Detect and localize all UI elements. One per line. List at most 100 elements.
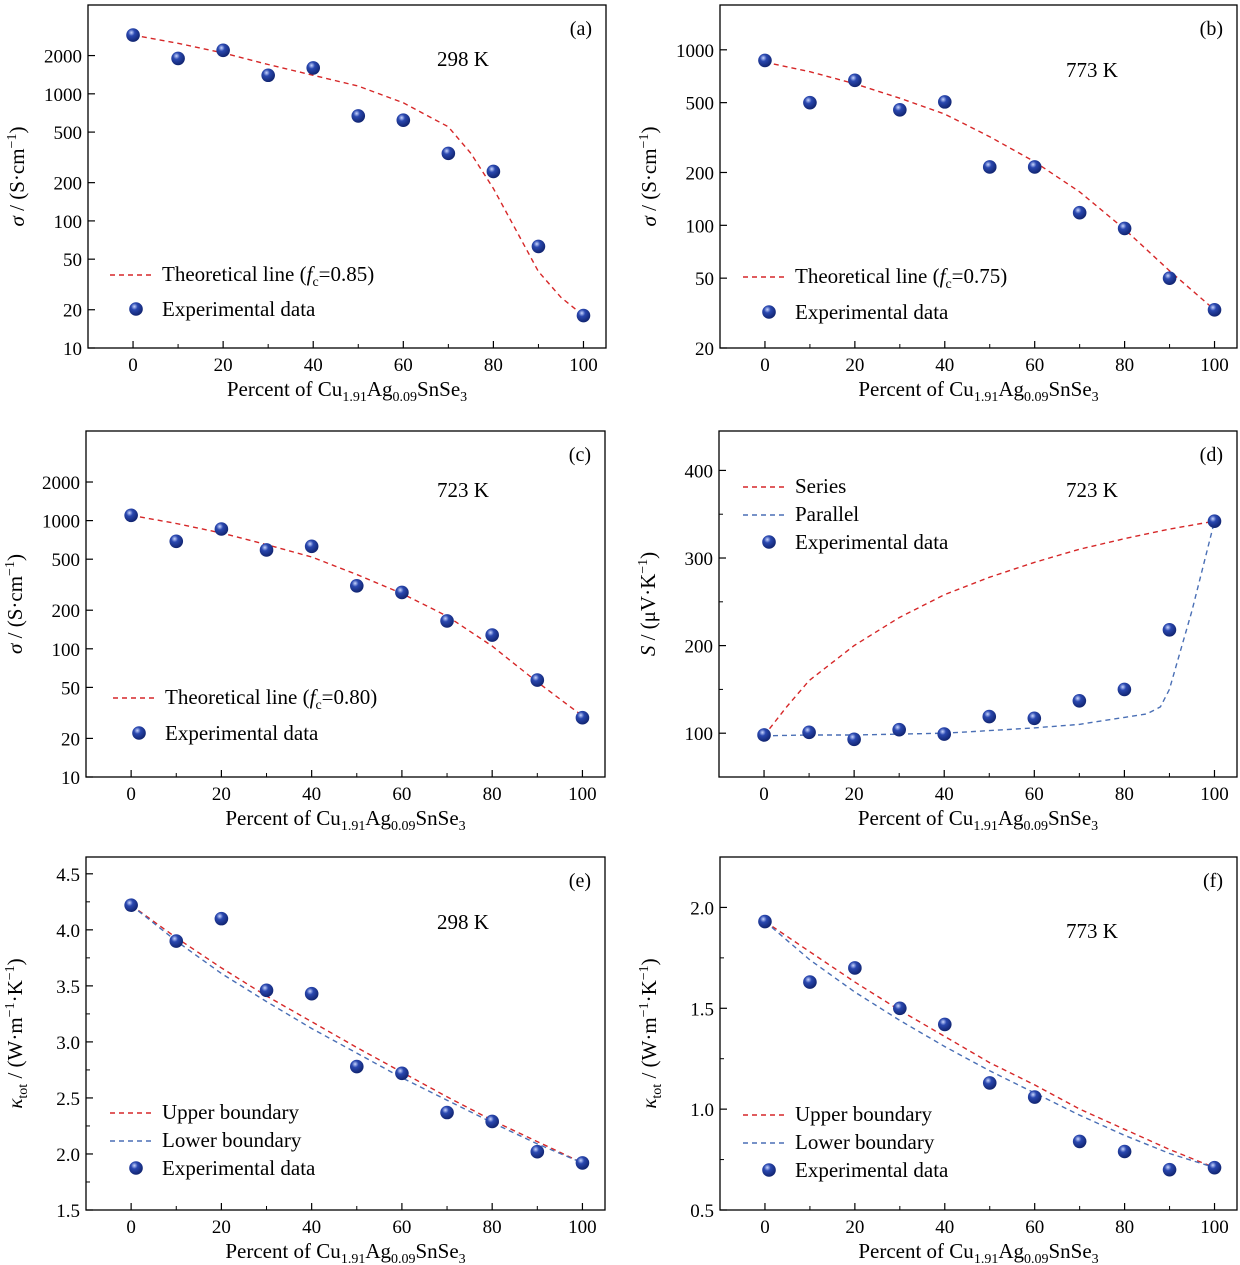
y-tick-label: 200 — [54, 174, 83, 195]
series-line-series — [763, 520, 1215, 737]
x-tick-label: 80 — [1115, 784, 1134, 805]
x-tick-label: 40 — [302, 1217, 321, 1238]
data-point — [757, 728, 771, 742]
data-point — [803, 95, 817, 110]
series-line-lower-boundary — [130, 904, 583, 1164]
x-tick-label: 60 — [392, 784, 411, 805]
data-point — [892, 722, 906, 737]
series-line-theoretical — [132, 34, 584, 317]
x-axis-title: Percent of Cu1.91Ag0.09SnSe3 — [225, 1239, 465, 1265]
y-tick-label: 4.0 — [56, 921, 80, 942]
y-tick-label: 100 — [686, 216, 715, 237]
y-axis-title: S / (μV·K−1) — [636, 552, 660, 656]
x-tick-label: 20 — [845, 355, 864, 376]
temperature-label: 723 K — [1066, 478, 1118, 502]
temperature-label: 298 K — [437, 47, 489, 71]
data-point — [396, 113, 411, 128]
legend-marker-swatch — [762, 1163, 776, 1177]
y-tick-label: 50 — [695, 269, 714, 290]
plot-frame — [719, 856, 1238, 1211]
legend-label: Upper boundary — [795, 1102, 933, 1126]
data-point — [530, 1144, 545, 1159]
y-axis-title: σ / (S·cm−1) — [3, 554, 27, 654]
data-point — [1162, 623, 1177, 637]
y-tick-label: 20 — [695, 339, 714, 360]
data-point — [937, 95, 952, 109]
panel-label: (d) — [1200, 444, 1223, 466]
x-axis-title: Percent of Cu1.91Ag0.09SnSe3 — [858, 1239, 1098, 1265]
series-line-upper-boundary — [130, 904, 583, 1164]
y-tick-label: 1.5 — [690, 999, 714, 1020]
data-point — [351, 109, 366, 123]
data-point — [982, 709, 997, 724]
x-tick-label: 20 — [212, 1217, 231, 1238]
x-tick-label: 0 — [759, 784, 769, 805]
data-point — [216, 43, 230, 58]
y-tick-label: 1000 — [42, 512, 80, 533]
x-tick-label: 100 — [568, 1217, 597, 1238]
panel-label: (e) — [569, 870, 591, 892]
y-tick-label: 1.5 — [56, 1201, 80, 1222]
data-point — [1207, 1160, 1222, 1175]
y-tick-label: 2.5 — [56, 1089, 80, 1110]
y-tick-label: 100 — [685, 724, 714, 745]
y-tick-label: 400 — [685, 461, 714, 482]
x-tick-label: 80 — [483, 784, 502, 805]
x-tick-label: 0 — [126, 1217, 136, 1238]
data-point — [259, 543, 274, 557]
y-tick-label: 2.0 — [690, 898, 714, 919]
data-point — [937, 727, 952, 741]
data-point — [349, 1059, 364, 1074]
data-point — [530, 673, 545, 687]
legend-marker-swatch — [129, 1161, 143, 1175]
x-tick-label: 60 — [1025, 784, 1044, 805]
chart-panel-e: 0 20 40 60 80 100 1.5 2.0 2.5 3.0 3.5 4.0 4.5 Percent… — [3, 856, 606, 1265]
data-point — [1072, 693, 1087, 708]
x-tick-label: 0 — [760, 1217, 770, 1238]
y-tick-label: 3.0 — [56, 1033, 80, 1054]
x-tick-label: 0 — [128, 355, 138, 376]
x-tick-label: 100 — [568, 784, 597, 805]
data-point — [1027, 711, 1042, 726]
legend-label: Experimental data — [165, 721, 319, 745]
x-tick-label: 100 — [1200, 355, 1229, 376]
data-point — [847, 732, 861, 747]
y-tick-label: 10 — [61, 768, 80, 789]
y-tick-label: 1000 — [676, 41, 714, 62]
series-line-theoretical — [764, 61, 1215, 311]
data-point — [306, 61, 321, 75]
legend-label: Lower boundary — [162, 1128, 302, 1152]
x-axis-title: Percent of Cu1.91Ag0.09SnSe3 — [227, 377, 467, 405]
plot-frame — [85, 856, 606, 1211]
x-tick-label: 40 — [302, 784, 321, 805]
data-point — [575, 710, 590, 725]
y-tick-label: 50 — [61, 678, 80, 699]
data-point — [349, 579, 364, 593]
panel-label: (c) — [569, 444, 591, 466]
x-tick-label: 20 — [845, 784, 864, 805]
legend-marker-swatch — [762, 305, 776, 319]
x-tick-label: 100 — [1200, 784, 1229, 805]
temperature-label: 773 K — [1066, 58, 1118, 82]
x-tick-label: 40 — [935, 784, 954, 805]
y-tick-label: 200 — [686, 163, 715, 184]
y-tick-label: 2000 — [44, 47, 82, 68]
series-line-theoretical — [130, 514, 583, 717]
y-tick-label: 0.5 — [690, 1201, 714, 1222]
legend-marker-swatch — [129, 302, 143, 316]
data-point — [1117, 1144, 1132, 1159]
y-axis-title: σ / (S·cm−1) — [5, 127, 29, 227]
data-point — [1072, 205, 1087, 220]
data-point — [440, 1105, 454, 1120]
legend-label: Series — [795, 474, 846, 498]
x-tick-label: 0 — [126, 784, 136, 805]
temperature-label: 298 K — [437, 910, 489, 934]
panel-label: (b) — [1200, 18, 1223, 40]
x-axis-title: Percent of Cu1.91Ag0.09SnSe3 — [225, 806, 465, 834]
x-tick-label: 60 — [1025, 355, 1044, 376]
x-tick-label: 0 — [760, 355, 770, 376]
chart-panel-c: 0 20 40 60 80 100 10 20 50 100 200 500 1000 2000 Perce… — [3, 430, 606, 834]
y-tick-label: 20 — [63, 301, 82, 322]
x-tick-label: 20 — [845, 1217, 864, 1238]
